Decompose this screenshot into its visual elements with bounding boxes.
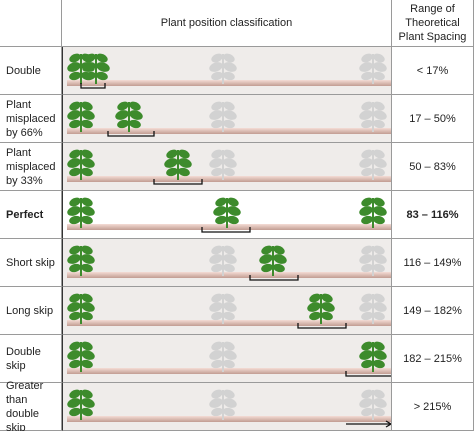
plant — [79, 50, 113, 85]
row-label: Plant misplaced by 66% — [0, 95, 62, 143]
spacing-arrow — [346, 420, 391, 428]
ghost-plant — [356, 98, 390, 133]
plant — [64, 242, 98, 277]
plant-row — [64, 386, 391, 428]
ghost-plant — [356, 242, 390, 277]
plant-row — [64, 146, 391, 185]
plant-panel — [62, 239, 392, 287]
ghost-plant — [356, 290, 390, 325]
plant-panel — [62, 47, 392, 95]
plant — [304, 290, 338, 325]
soil-strip — [67, 224, 391, 230]
plant-panel — [62, 287, 392, 335]
ghost-plant — [206, 386, 240, 421]
ghost-plant — [206, 50, 240, 85]
plant-row — [64, 98, 391, 137]
row-label: Short skip — [0, 239, 62, 287]
plant — [161, 146, 195, 181]
ghost-plant — [356, 386, 390, 421]
row-range: 83 – 116% — [392, 191, 474, 239]
spacing-bracket — [107, 131, 155, 137]
ghost-plant — [206, 98, 240, 133]
ghost-plant — [206, 290, 240, 325]
row-range: 182 – 215% — [392, 335, 474, 383]
plant-row — [64, 290, 391, 329]
row-range: 17 – 50% — [392, 95, 474, 143]
header-range: Range of Theoretical Plant Spacing — [392, 0, 474, 47]
row-range: 116 – 149% — [392, 239, 474, 287]
spacing-bracket — [345, 371, 391, 377]
soil-strip — [67, 320, 391, 326]
row-label: Double — [0, 47, 62, 95]
plant-panel — [62, 335, 392, 383]
plant — [356, 194, 390, 229]
ghost-plant — [206, 338, 240, 373]
spacing-bracket — [201, 227, 251, 233]
soil-strip — [67, 128, 391, 134]
row-label: Greater than double skip — [0, 380, 62, 431]
ghost-plant — [356, 50, 390, 85]
row-range: > 215% — [392, 383, 474, 431]
row-label: Double skip — [0, 335, 62, 383]
row-label: Perfect — [0, 191, 62, 239]
ghost-plant — [206, 242, 240, 277]
plant — [64, 146, 98, 181]
plant-row — [64, 242, 391, 281]
row-label: Long skip — [0, 287, 62, 335]
spacing-bracket — [297, 323, 347, 329]
plant — [64, 194, 98, 229]
spacing-bracket — [80, 83, 106, 89]
plant — [64, 290, 98, 325]
row-label: Plant misplaced by 33% — [0, 143, 62, 191]
soil-strip — [67, 368, 391, 374]
plant — [64, 98, 98, 133]
row-range: < 17% — [392, 47, 474, 95]
plant-row — [64, 194, 391, 233]
soil-strip — [67, 80, 391, 86]
row-range: 149 – 182% — [392, 287, 474, 335]
header-empty — [0, 0, 62, 47]
plant-panel — [62, 191, 392, 239]
spacing-bracket — [153, 179, 203, 185]
plant — [356, 338, 390, 373]
row-range: 50 – 83% — [392, 143, 474, 191]
plant — [210, 194, 244, 229]
header-classification: Plant position classification — [62, 0, 392, 47]
plant — [256, 242, 290, 277]
plant-row — [64, 50, 391, 89]
soil-strip — [67, 416, 391, 422]
plant — [64, 386, 98, 421]
plant — [112, 98, 146, 133]
ghost-plant — [356, 146, 390, 181]
soil-strip — [67, 272, 391, 278]
plant-panel — [62, 95, 392, 143]
spacing-bracket — [249, 275, 299, 281]
plant-row — [64, 338, 391, 377]
plant-panel — [62, 383, 392, 431]
plant — [64, 338, 98, 373]
plant-panel — [62, 143, 392, 191]
ghost-plant — [206, 146, 240, 181]
soil-strip — [67, 176, 391, 182]
